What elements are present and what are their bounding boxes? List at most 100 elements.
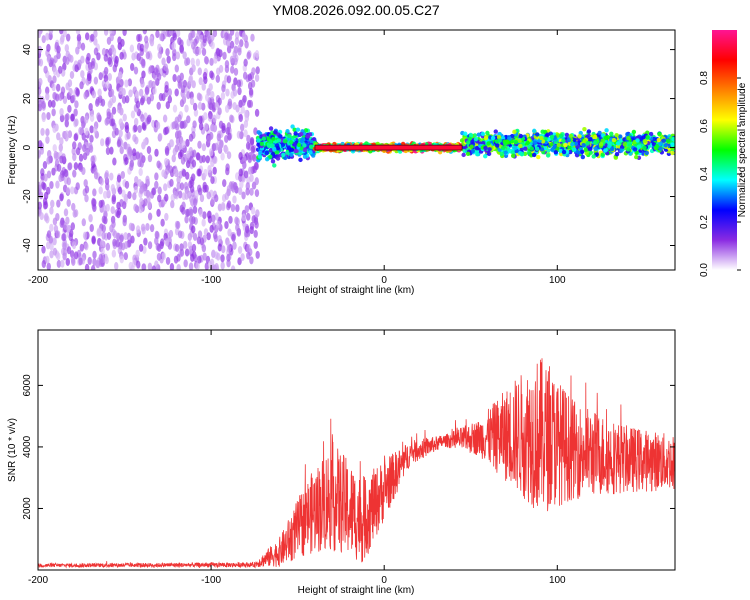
spectrogram-cell — [243, 170, 249, 179]
spectrogram-cell — [465, 151, 471, 157]
spectrogram-cell — [224, 65, 230, 74]
spectrogram-cell — [232, 242, 237, 251]
spectrogram-cell — [486, 151, 492, 157]
spectrogram-cell — [43, 191, 49, 200]
spectrogram-cell — [115, 239, 120, 248]
spectrogram-cell — [153, 67, 159, 76]
spectrogram-cell — [123, 252, 128, 261]
spectrogram-cell — [228, 215, 233, 224]
spectrogram-cell — [48, 235, 54, 244]
spectrogram-cell — [642, 145, 647, 150]
spectrogram-cell — [119, 255, 124, 264]
spectrogram-cell — [250, 145, 256, 154]
spectrogram-cell — [289, 152, 294, 157]
spectrogram-cell — [73, 162, 79, 171]
spectrogram-cell — [597, 130, 602, 136]
spectrogram-cell — [246, 251, 251, 260]
spectrogram-cell — [133, 203, 138, 212]
spectrogram-cell — [549, 134, 555, 140]
spectrogram-cell — [247, 166, 253, 175]
spectrogram-cell — [72, 141, 77, 150]
spectrogram-cell — [490, 135, 496, 141]
spectrogram-cell — [299, 138, 305, 144]
spectrogram-cell — [192, 232, 198, 241]
spectrogram-cell — [128, 261, 133, 270]
spectrogram-cell — [126, 131, 131, 140]
spectrogram-cell — [42, 161, 48, 170]
spectrogram-cell — [486, 141, 491, 146]
spectrogram-cell — [154, 237, 159, 246]
spectrogram-cell — [74, 118, 79, 127]
spectrogram-cell — [519, 151, 525, 157]
spectrogram-cell — [160, 218, 165, 227]
spectrogram-cell — [252, 153, 257, 162]
spectrogram-x-label: Height of straight line (km) — [298, 285, 415, 296]
spectrogram-cell — [173, 190, 178, 199]
spectrogram-cell — [536, 154, 541, 160]
spectrogram-cell — [550, 147, 555, 152]
spectrogram-cell — [67, 104, 72, 113]
spectrogram-cell — [71, 147, 76, 156]
x-tick-label: -100 — [201, 575, 221, 586]
spectrogram-cell — [190, 173, 196, 182]
spectrogram-cell — [61, 156, 67, 165]
spectrogram-cell — [73, 133, 79, 142]
spectrogram-cell — [117, 186, 123, 195]
spectrogram-cell — [220, 152, 225, 161]
spectrogram-cell — [556, 142, 562, 148]
spectrogram-cell — [56, 252, 61, 261]
spectrogram-cell — [581, 142, 586, 148]
spectrogram-cell — [469, 144, 474, 149]
spectrogram-cell — [174, 243, 180, 252]
spectrogram-cell — [532, 128, 537, 134]
spectrogram-cell — [292, 127, 297, 133]
spectrogram-cell — [106, 231, 112, 240]
spectrogram-cell — [75, 88, 80, 97]
spectrogram-cell — [197, 140, 202, 149]
spectrogram-cell — [139, 159, 144, 168]
spectrogram-cell — [264, 156, 270, 162]
spectrogram-cell — [84, 194, 89, 203]
spectrogram-cell — [189, 97, 195, 106]
spectrogram-cell — [221, 203, 226, 212]
spectrogram-cell — [226, 122, 232, 131]
spectrogram-cell — [205, 155, 210, 164]
spectrogram-cell — [168, 30, 174, 36]
spectrogram-cell — [65, 56, 70, 65]
spectrogram-cell — [99, 239, 105, 248]
spectrogram-cell — [134, 175, 139, 184]
spectrogram-cell — [164, 193, 169, 202]
spectrogram-cell — [91, 235, 96, 244]
spectrogram-cell — [295, 127, 301, 132]
spectrogram-cell — [210, 196, 216, 205]
spectrogram-cell — [179, 45, 184, 54]
spectrogram-cell — [175, 30, 181, 38]
spectrogram-cell — [510, 133, 515, 139]
spectrogram-cell — [142, 30, 147, 35]
spectrogram-cell — [75, 147, 81, 156]
spectrogram-cell — [98, 200, 103, 209]
spectrogram-cell — [611, 137, 617, 143]
spectrogram-cell — [239, 130, 244, 139]
spectrogram-cell — [253, 229, 258, 238]
spectrogram-cell — [90, 155, 95, 164]
spectrogram-tone-band — [314, 144, 463, 151]
spectrogram-cell — [670, 150, 675, 156]
spectrogram-cell — [172, 73, 177, 82]
spectrogram-cell — [39, 212, 44, 221]
spectrogram-cell — [225, 88, 230, 97]
spectrogram-cell — [62, 248, 68, 257]
spectrogram-cell — [241, 97, 246, 106]
spectrogram-cell — [632, 147, 638, 152]
spectrogram-cell — [155, 30, 160, 39]
spectrogram-cell — [289, 140, 294, 145]
spectrogram-cell — [203, 55, 209, 64]
spectrogram-cell — [129, 63, 135, 72]
spectrogram-cell — [181, 92, 187, 101]
spectrogram-cell — [230, 65, 235, 74]
spectrogram-cell — [154, 180, 159, 189]
spectrogram-cell — [174, 64, 179, 73]
spectrogram-cell — [591, 154, 596, 159]
spectrogram-cell — [45, 241, 51, 250]
spectrogram-cell — [46, 156, 51, 165]
